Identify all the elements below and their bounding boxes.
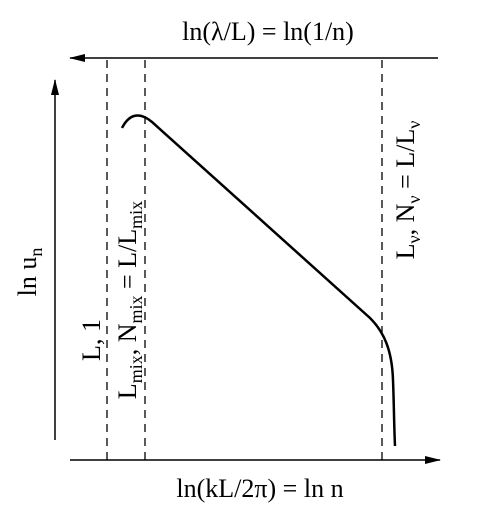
text-part: = L/L <box>391 129 420 196</box>
text-part: ln(kL/2π) = ln n <box>176 474 343 503</box>
text-part: L <box>113 383 142 399</box>
spectrum-curve <box>120 114 397 447</box>
text-part: = L/L <box>113 229 142 296</box>
subscript: n <box>26 248 46 257</box>
subscript: ν <box>404 121 424 129</box>
subscript: mix <box>126 355 146 383</box>
x-axis-label: ln(kL/2π) = ln n <box>176 474 343 503</box>
text-part: ln(λ/L) = ln(1/n) <box>182 17 354 46</box>
text-part: , N <box>113 323 142 355</box>
subscript: mix <box>126 295 146 323</box>
text-part: , N <box>391 203 420 235</box>
subscript: ν <box>404 235 424 243</box>
text-part: L <box>391 243 420 259</box>
subscript: ν <box>404 195 424 203</box>
text-part: ln u <box>13 257 42 297</box>
text-part: L, 1 <box>77 319 106 361</box>
top-axis-label: ln(λ/L) = ln(1/n) <box>182 17 354 46</box>
marker-label: L, 1 <box>77 319 106 361</box>
y-axis-label: ln un <box>13 248 46 297</box>
marker-label: Lmix, Nmix = L/Lmix <box>113 201 146 399</box>
marker-label: Lν, Nν = L/Lν <box>391 121 424 260</box>
subscript: mix <box>126 201 146 229</box>
